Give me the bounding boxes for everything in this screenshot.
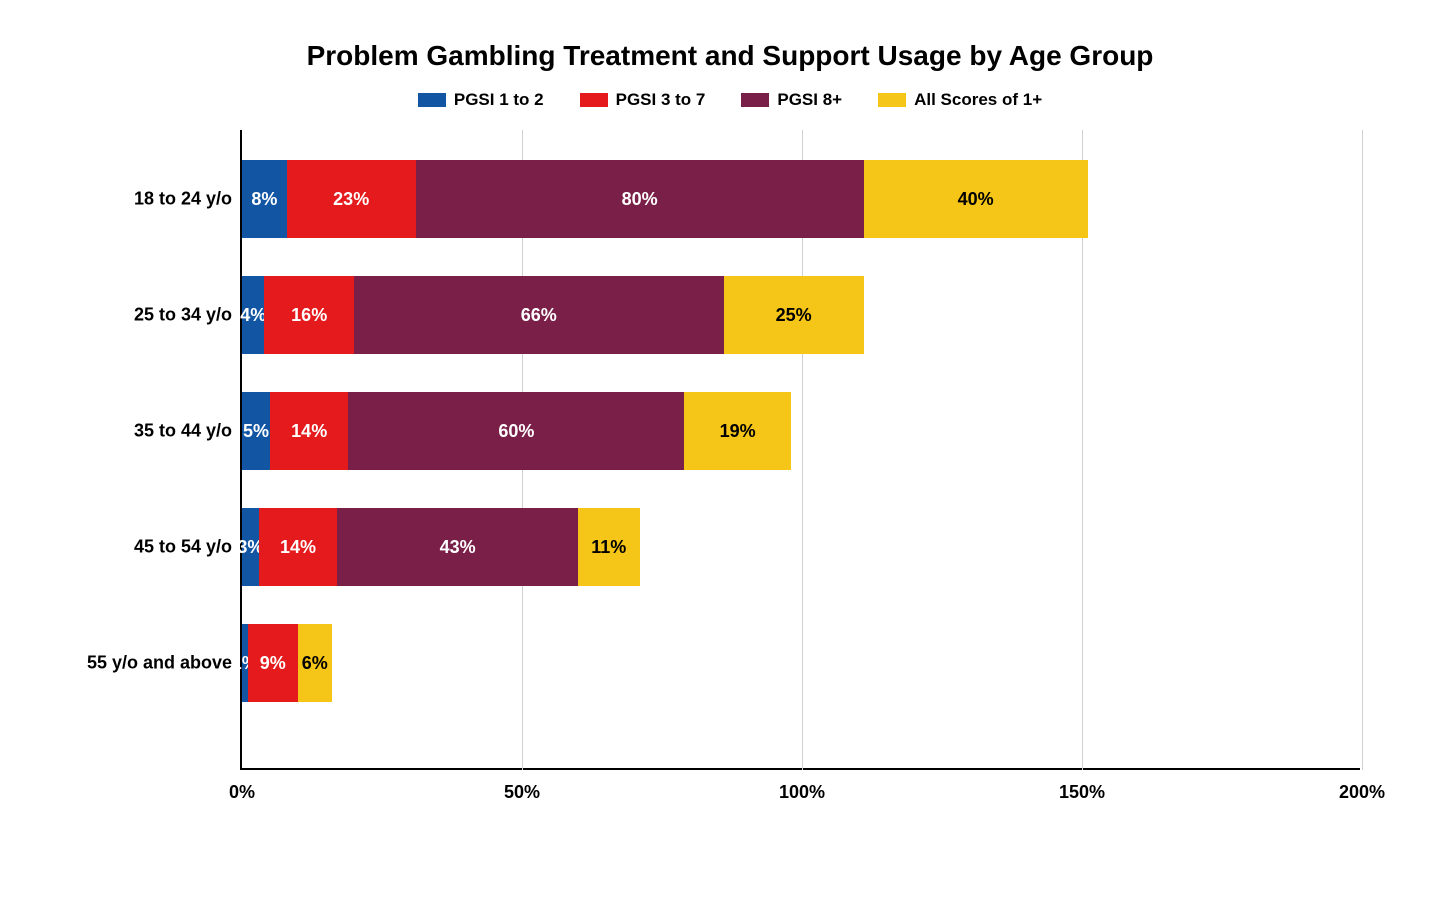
bar-row: 55 y/o and above1%9%6% <box>242 624 1360 702</box>
value-label: 60% <box>498 421 534 442</box>
value-label: 25% <box>776 305 812 326</box>
legend-label: All Scores of 1+ <box>914 90 1042 110</box>
bar-segment: 23% <box>287 160 416 238</box>
value-label: 40% <box>958 189 994 210</box>
value-label: 16% <box>291 305 327 326</box>
plot-area: 0%50%100%150%200%18 to 24 y/o8%23%80%40%… <box>240 130 1360 770</box>
bar-segment: 66% <box>354 276 724 354</box>
bar-segment: 25% <box>724 276 864 354</box>
bar-stack: 5% 14% 60% 19% <box>242 392 791 470</box>
legend-swatch <box>418 93 446 107</box>
bar-row: 18 to 24 y/o8%23%80%40% <box>242 160 1360 238</box>
x-tick-label: 150% <box>1059 770 1105 803</box>
bar-segment: 19% <box>684 392 790 470</box>
legend-label: PGSI 1 to 2 <box>454 90 544 110</box>
category-label: 35 to 44 y/o <box>134 421 242 442</box>
chart-title: Problem Gambling Treatment and Support U… <box>60 40 1400 72</box>
bar-segment: 43% <box>337 508 578 586</box>
bar-segment: 5% <box>242 392 270 470</box>
category-label: 18 to 24 y/o <box>134 189 242 210</box>
bar-segment: 3% <box>242 508 259 586</box>
bar-stack: 8% 23% 80% 40% <box>242 160 1088 238</box>
value-label: 11% <box>591 537 626 558</box>
legend-label: PGSI 3 to 7 <box>616 90 706 110</box>
bar-segment: 80% <box>416 160 864 238</box>
bar-segment: 60% <box>348 392 684 470</box>
legend-label: PGSI 8+ <box>777 90 842 110</box>
value-label: 5% <box>243 421 269 442</box>
bar-segment: 14% <box>259 508 337 586</box>
x-tick-label: 50% <box>504 770 540 803</box>
bar-stack: 4% 16% 66% 25% <box>242 276 864 354</box>
legend-item: PGSI 3 to 7 <box>580 90 706 110</box>
value-label: 80% <box>622 189 658 210</box>
legend: PGSI 1 to 2 PGSI 3 to 7 PGSI 8+ All Scores … <box>60 90 1400 110</box>
category-label: 25 to 34 y/o <box>134 305 242 326</box>
category-label: 55 y/o and above <box>87 653 242 674</box>
bar-segment: 40% <box>864 160 1088 238</box>
bar-segment: 8% <box>242 160 287 238</box>
bar-stack: 1%9%6% <box>242 624 332 702</box>
gridline <box>1362 130 1363 770</box>
x-tick-label: 0% <box>229 770 255 803</box>
bar-segment: 14% <box>270 392 348 470</box>
value-label: 14% <box>291 421 327 442</box>
legend-item: PGSI 8+ <box>741 90 842 110</box>
value-label: 14% <box>280 537 316 558</box>
bar-segment: 4% <box>242 276 264 354</box>
value-label: 9% <box>260 653 286 674</box>
legend-item: PGSI 1 to 2 <box>418 90 544 110</box>
value-label: 19% <box>720 421 756 442</box>
legend-swatch <box>580 93 608 107</box>
value-label: 43% <box>440 537 476 558</box>
value-label: 8% <box>251 189 277 210</box>
legend-item: All Scores of 1+ <box>878 90 1042 110</box>
bar-segment: 6% <box>298 624 332 702</box>
value-label: 23% <box>333 189 369 210</box>
bar-row: 25 to 34 y/o4%16%66%25% <box>242 276 1360 354</box>
bar-segment: 16% <box>264 276 354 354</box>
bar-segment: 9% <box>248 624 298 702</box>
bar-segment: 11% <box>578 508 640 586</box>
legend-swatch <box>878 93 906 107</box>
chart-container: Problem Gambling Treatment and Support U… <box>60 40 1400 860</box>
value-label: 4% <box>240 305 266 326</box>
value-label: 66% <box>521 305 557 326</box>
x-tick-label: 200% <box>1339 770 1385 803</box>
bar-stack: 3% 14% 43% 11% <box>242 508 640 586</box>
legend-swatch <box>741 93 769 107</box>
bar-row: 45 to 54 y/o3%14%43%11% <box>242 508 1360 586</box>
value-label: 6% <box>302 653 328 674</box>
x-tick-label: 100% <box>779 770 825 803</box>
category-label: 45 to 54 y/o <box>134 537 242 558</box>
bar-row: 35 to 44 y/o5%14%60%19% <box>242 392 1360 470</box>
